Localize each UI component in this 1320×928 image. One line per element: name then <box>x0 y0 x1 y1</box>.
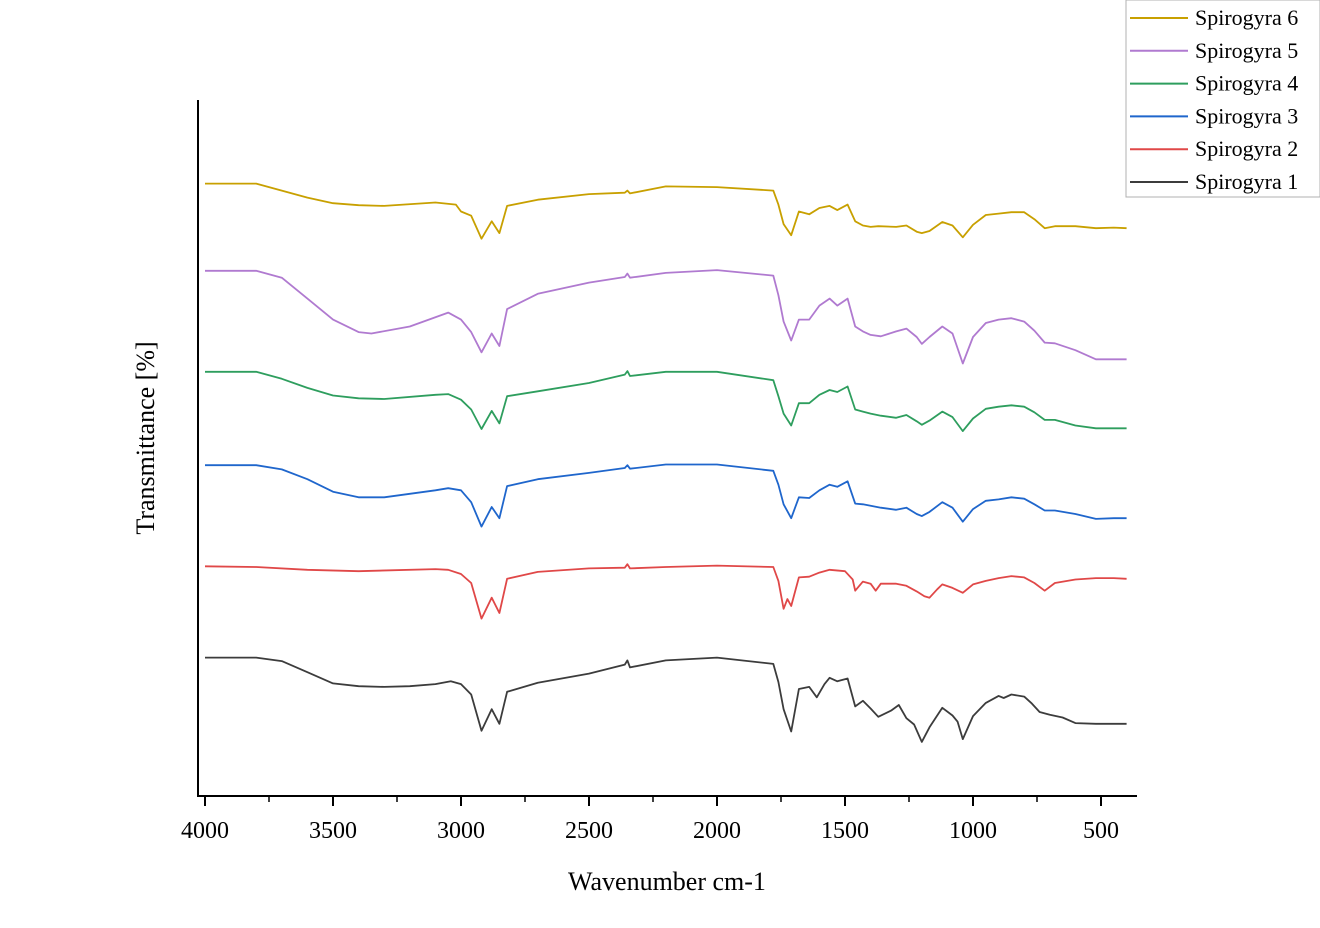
x-axis-title: Wavenumber cm-1 <box>568 867 766 896</box>
legend-item-spirogyra-4: Spirogyra 4 <box>1130 71 1298 96</box>
legend-label: Spirogyra 1 <box>1195 169 1298 194</box>
legend-item-spirogyra-3: Spirogyra 3 <box>1130 103 1298 128</box>
legend-item-spirogyra-2: Spirogyra 2 <box>1130 136 1298 161</box>
series-line-spirogyra-5 <box>205 269 1127 365</box>
series-line-spirogyra-4 <box>205 370 1127 432</box>
legend-label: Spirogyra 4 <box>1195 71 1298 96</box>
x-tick-label: 2000 <box>693 818 741 844</box>
series-line-spirogyra-3 <box>205 463 1127 528</box>
series-line-spirogyra-6 <box>205 182 1127 240</box>
legend-label: Spirogyra 5 <box>1195 38 1298 63</box>
x-ticks <box>204 796 1102 806</box>
x-tick-label: 1000 <box>949 818 997 844</box>
y-axis-title: Transmittance [%] <box>131 341 160 534</box>
x-tick-label: 4000 <box>181 818 229 844</box>
series-line-spirogyra-2 <box>204 563 1127 620</box>
legend-item-spirogyra-6: Spirogyra 6 <box>1130 5 1298 30</box>
legend-box <box>1125 0 1320 198</box>
x-tick-label: 1500 <box>821 818 869 844</box>
legend-label: Spirogyra 6 <box>1195 5 1298 30</box>
x-tick-label: 3500 <box>309 818 357 844</box>
legend: Spirogyra 6 Spirogyra 5 Spirogyra 4 Spirogy… <box>1125 0 1320 198</box>
axes: 4000 3500 3000 2500 2000 1500 1000 500 <box>181 100 1137 844</box>
x-tick-label: 2500 <box>565 818 613 844</box>
series-layer <box>204 182 1127 743</box>
legend-label: Spirogyra 2 <box>1195 136 1298 161</box>
legend-item-spirogyra-5: Spirogyra 5 <box>1130 38 1298 63</box>
series-line-spirogyra-1 <box>205 656 1127 743</box>
legend-label: Spirogyra 3 <box>1195 103 1298 128</box>
x-tick-labels: 4000 3500 3000 2500 2000 1500 1000 500 <box>181 818 1119 844</box>
x-tick-label: 3000 <box>437 818 485 844</box>
x-tick-label: 500 <box>1083 818 1119 844</box>
legend-item-spirogyra-1: Spirogyra 1 <box>1130 169 1298 194</box>
